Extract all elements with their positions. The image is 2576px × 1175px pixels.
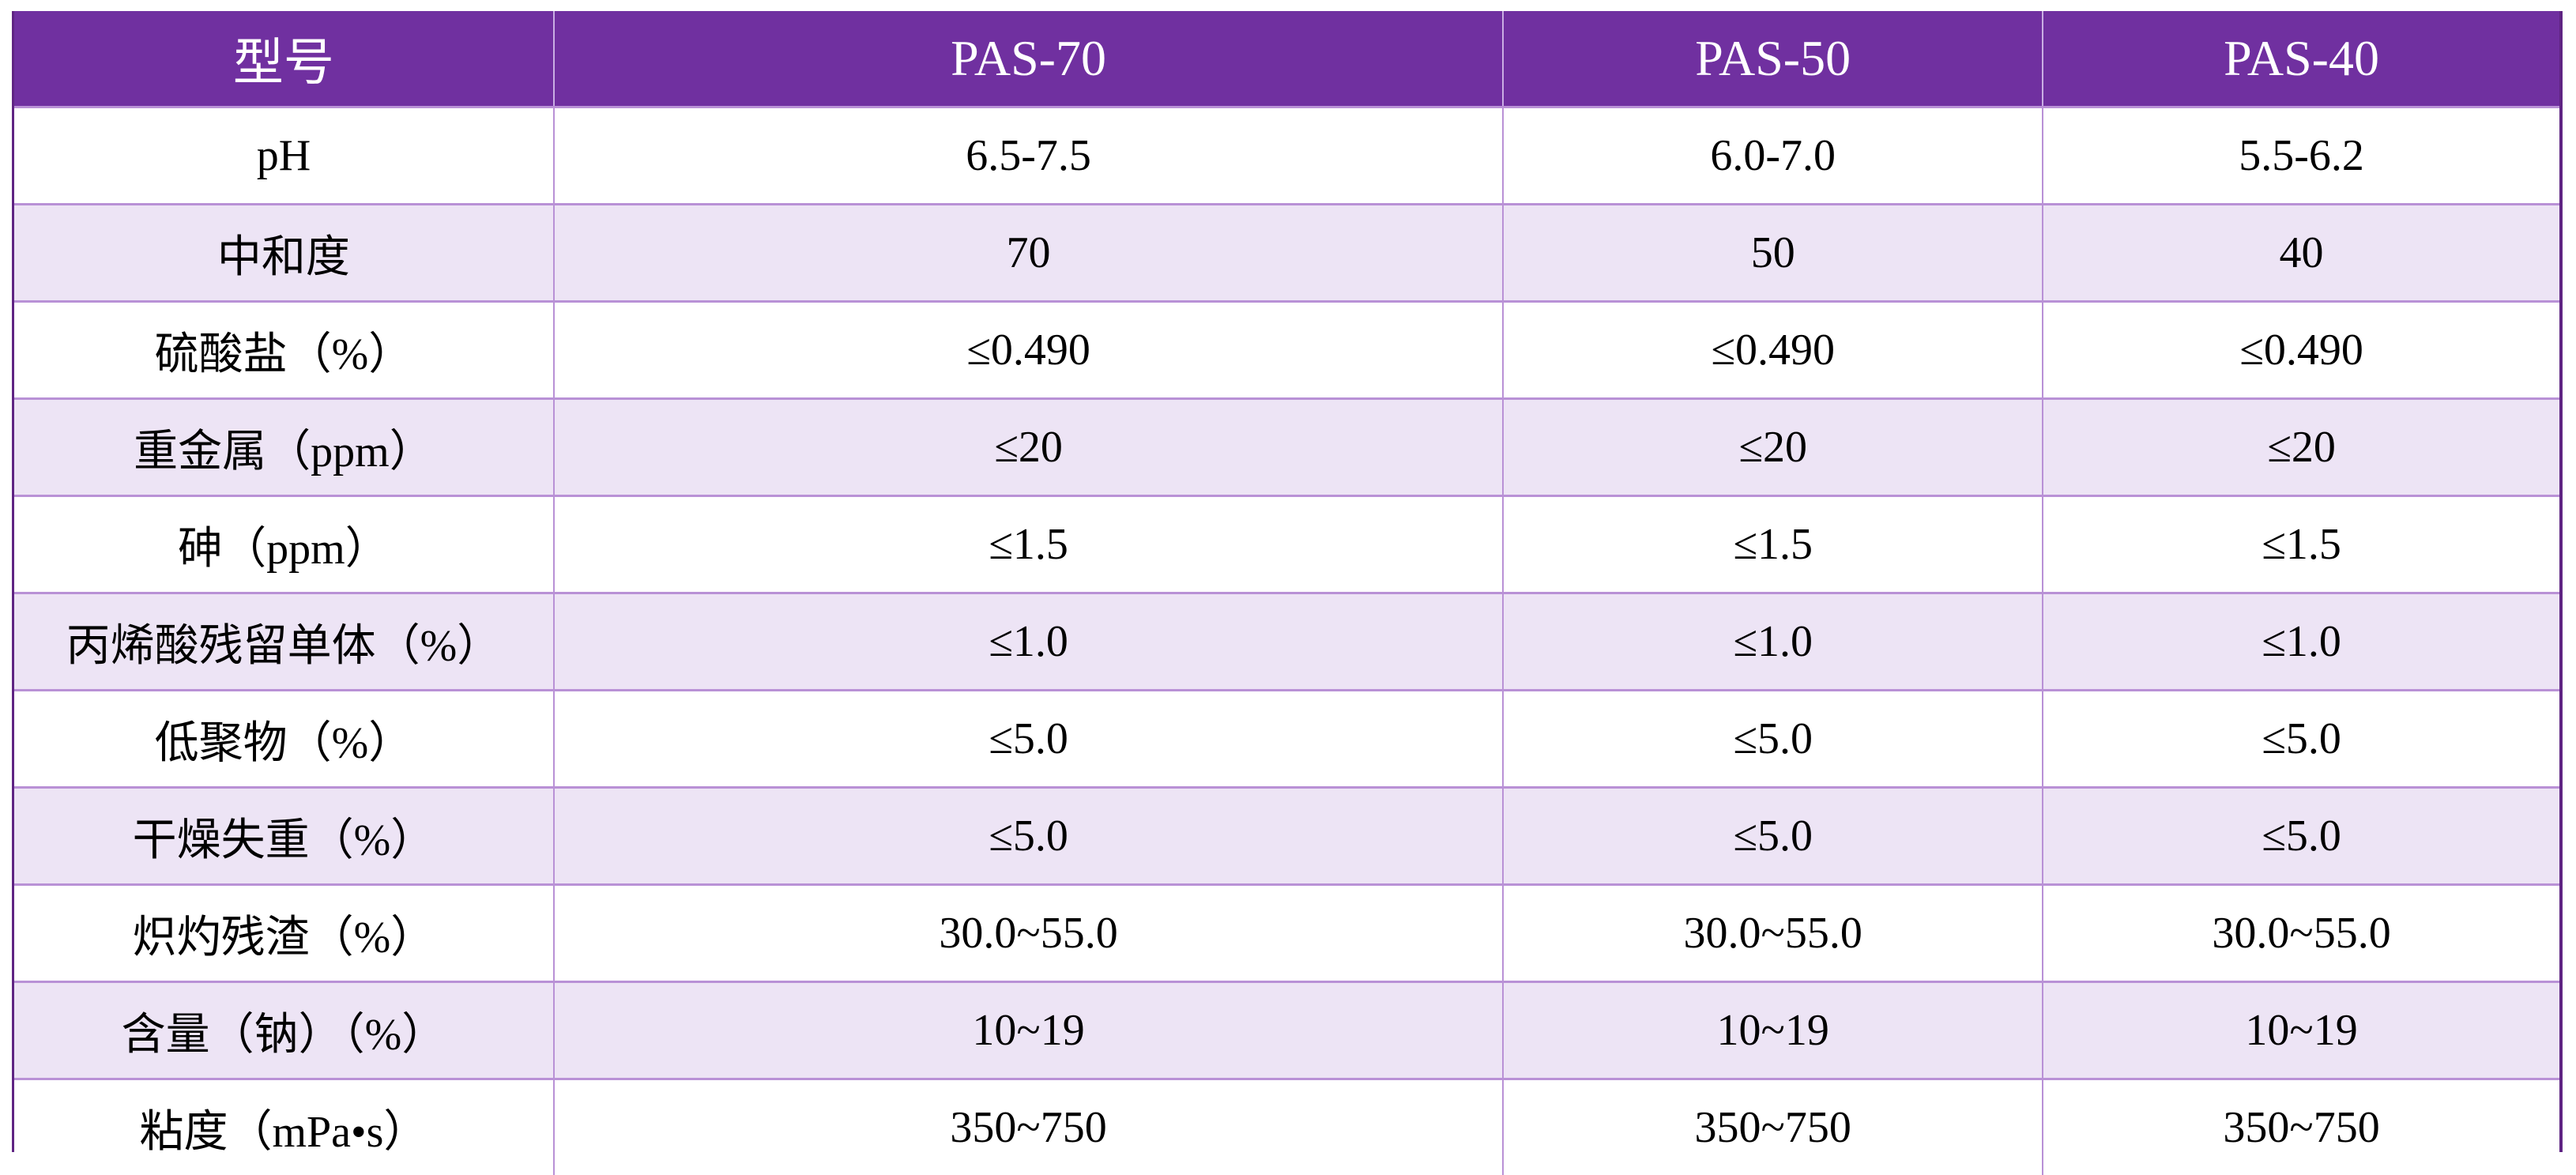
cell-value: ≤0.490 (554, 302, 1503, 399)
cell-value: 5.5-6.2 (2043, 107, 2559, 205)
cell-value: 350~750 (554, 1079, 1503, 1175)
table-row: 粘度（mPa•s） 350~750 350~750 350~750 (14, 1079, 2559, 1175)
cell-value: ≤5.0 (554, 691, 1503, 788)
cell-value: 50 (1503, 205, 2043, 302)
row-label: 重金属（ppm） (14, 399, 554, 496)
cell-value: ≤5.0 (2043, 788, 2559, 885)
cell-value: ≤0.490 (2043, 302, 2559, 399)
cell-value: 10~19 (554, 982, 1503, 1079)
table-row: 重金属（ppm） ≤20 ≤20 ≤20 (14, 399, 2559, 496)
table-row: pH 6.5-7.5 6.0-7.0 5.5-6.2 (14, 107, 2559, 205)
table-row: 含量（钠）（%） 10~19 10~19 10~19 (14, 982, 2559, 1079)
row-label: 中和度 (14, 205, 554, 302)
cell-value: 70 (554, 205, 1503, 302)
header-row: 型号 PAS-70 PAS-50 PAS-40 (14, 11, 2559, 107)
header-cell-pas40: PAS-40 (2043, 11, 2559, 107)
product-spec-table-frame: 型号 PAS-70 PAS-50 PAS-40 pH 6.5-7.5 6.0-7… (12, 11, 2563, 1152)
row-label: 硫酸盐（%） (14, 302, 554, 399)
cell-value: 10~19 (2043, 982, 2559, 1079)
cell-value: ≤5.0 (554, 788, 1503, 885)
row-label: 丙烯酸残留单体（%） (14, 593, 554, 691)
cell-value: ≤5.0 (1503, 691, 2043, 788)
cell-value: 40 (2043, 205, 2559, 302)
cell-value: ≤1.5 (2043, 496, 2559, 593)
header-cell-model: 型号 (14, 11, 554, 107)
cell-value: 10~19 (1503, 982, 2043, 1079)
row-label: 炽灼残渣（%） (14, 885, 554, 982)
cell-value: ≤20 (2043, 399, 2559, 496)
cell-value: ≤1.0 (2043, 593, 2559, 691)
cell-value: ≤20 (1503, 399, 2043, 496)
header-cell-pas50: PAS-50 (1503, 11, 2043, 107)
cell-value: ≤1.5 (554, 496, 1503, 593)
row-label: 含量（钠）（%） (14, 982, 554, 1079)
cell-value: 350~750 (2043, 1079, 2559, 1175)
table-row: 砷（ppm） ≤1.5 ≤1.5 ≤1.5 (14, 496, 2559, 593)
table-row: 低聚物（%） ≤5.0 ≤5.0 ≤5.0 (14, 691, 2559, 788)
cell-value: ≤5.0 (1503, 788, 2043, 885)
table-row: 中和度 70 50 40 (14, 205, 2559, 302)
cell-value: ≤1.5 (1503, 496, 2043, 593)
row-label: 低聚物（%） (14, 691, 554, 788)
product-spec-table: 型号 PAS-70 PAS-50 PAS-40 pH 6.5-7.5 6.0-7… (14, 11, 2559, 1175)
cell-value: 6.0-7.0 (1503, 107, 2043, 205)
row-label: 干燥失重（%） (14, 788, 554, 885)
table-row: 丙烯酸残留单体（%） ≤1.0 ≤1.0 ≤1.0 (14, 593, 2559, 691)
cell-value: ≤20 (554, 399, 1503, 496)
table-row: 硫酸盐（%） ≤0.490 ≤0.490 ≤0.490 (14, 302, 2559, 399)
cell-value: 30.0~55.0 (2043, 885, 2559, 982)
cell-value: 30.0~55.0 (554, 885, 1503, 982)
header-cell-pas70: PAS-70 (554, 11, 1503, 107)
cell-value: ≤5.0 (2043, 691, 2559, 788)
row-label: 砷（ppm） (14, 496, 554, 593)
cell-value: 30.0~55.0 (1503, 885, 2043, 982)
cell-value: ≤0.490 (1503, 302, 2043, 399)
table-row: 炽灼残渣（%） 30.0~55.0 30.0~55.0 30.0~55.0 (14, 885, 2559, 982)
cell-value: 350~750 (1503, 1079, 2043, 1175)
row-label: 粘度（mPa•s） (14, 1079, 554, 1175)
cell-value: 6.5-7.5 (554, 107, 1503, 205)
cell-value: ≤1.0 (554, 593, 1503, 691)
cell-value: ≤1.0 (1503, 593, 2043, 691)
table-row: 干燥失重（%） ≤5.0 ≤5.0 ≤5.0 (14, 788, 2559, 885)
row-label: pH (14, 107, 554, 205)
